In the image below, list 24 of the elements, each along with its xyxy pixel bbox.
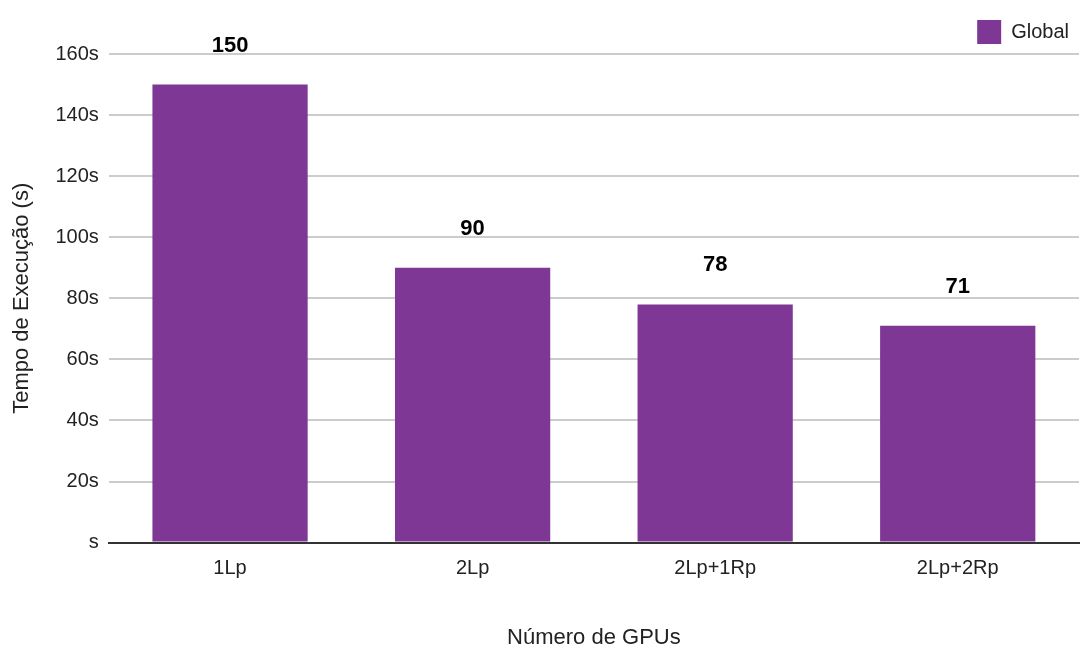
data-label: 150 xyxy=(211,31,249,57)
x-tick-label: 2Lp xyxy=(455,556,490,579)
y-tick-label: 140s xyxy=(55,102,99,125)
y-tick-label: 120s xyxy=(55,163,99,186)
data-label: 78 xyxy=(702,251,728,277)
data-label: 71 xyxy=(945,272,970,298)
bar xyxy=(637,304,793,542)
bar xyxy=(880,325,1036,542)
y-tick-label: 160s xyxy=(55,41,99,64)
x-tick-label: 2Lp+1Rp xyxy=(674,556,757,579)
x-tick-label: 1Lp xyxy=(213,556,247,579)
y-tick-label: s xyxy=(88,530,99,553)
y-tick-label: 80s xyxy=(66,285,99,308)
data-label: 90 xyxy=(460,214,485,240)
x-axis-title: Número de GPUs xyxy=(507,623,681,649)
bar xyxy=(394,267,551,542)
bar xyxy=(152,84,308,542)
y-tick-label: 20s xyxy=(66,469,99,492)
legend-label: Global xyxy=(1011,19,1069,42)
y-tick-label: 60s xyxy=(66,346,99,369)
x-tick-label: 2Lp+2Rp xyxy=(916,556,999,579)
y-tick-label: 40s xyxy=(66,407,99,430)
y-axis-title: Tempo de Execução (s) xyxy=(8,182,34,414)
y-tick-label: 100s xyxy=(55,224,99,247)
